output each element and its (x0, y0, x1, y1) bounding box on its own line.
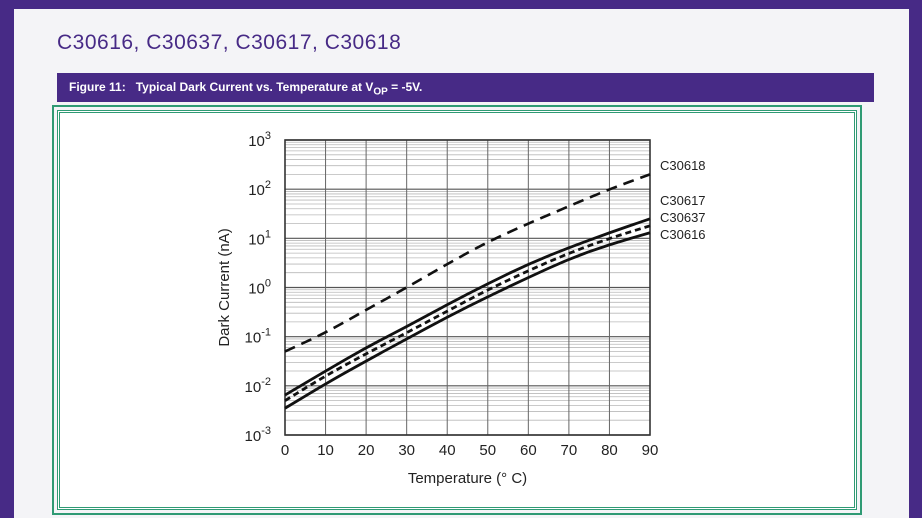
x-tick-label: 40 (439, 442, 456, 459)
chart-grid (284, 139, 651, 436)
figure-caption: Figure 11: Typical Dark Current vs. Temp… (69, 80, 422, 97)
figure-caption-suffix: = -5V. (387, 80, 423, 94)
series-line-c30616 (284, 231, 651, 410)
top-frame-bar (0, 0, 922, 9)
y-tick-label: 103 (248, 130, 271, 150)
x-tick-label: 10 (317, 442, 334, 459)
y-tick-label: 102 (248, 179, 271, 199)
left-frame-bar (0, 0, 14, 518)
chart-axes: 0 10 20 30 40 50 60 70 80 90 10-3 10-2 10-1 100 101 102… (245, 130, 659, 459)
chart-series-labels: C30618 C30617 C30637 C30616 (660, 158, 706, 242)
y-tick-label: 10-1 (245, 327, 271, 347)
y-tick-label: 100 (248, 278, 271, 298)
x-tick-label: 50 (479, 442, 496, 459)
y-axis-label: Dark Current (nA) (216, 228, 233, 346)
series-label-c30617: C30617 (660, 193, 706, 208)
series-label-c30618: C30618 (660, 158, 706, 173)
y-tick-label: 10-3 (245, 425, 271, 445)
y-tick-label: 101 (248, 228, 271, 248)
chart-series (284, 173, 651, 410)
x-tick-label: 20 (358, 442, 375, 459)
figure-caption-subscript: OP (373, 86, 388, 98)
x-axis-label: Temperature (° C) (408, 470, 527, 487)
series-line-c30617 (284, 217, 651, 397)
x-tick-label: 90 (642, 442, 659, 459)
chart-container: 0 10 20 30 40 50 60 70 80 90 10-3 10-2 10-1 100 101 102… (52, 105, 862, 515)
right-frame-bar (909, 0, 922, 518)
figure-number: Figure 11: (69, 80, 126, 94)
dark-current-chart: 0 10 20 30 40 50 60 70 80 90 10-3 10-2 10-1 100 101 102… (216, 130, 706, 487)
series-label-c30637: C30637 (660, 210, 706, 225)
x-tick-label: 30 (398, 442, 415, 459)
series-line-c30637 (284, 224, 651, 402)
figure-caption-bar: Figure 11: Typical Dark Current vs. Temp… (57, 73, 874, 102)
y-tick-label: 10-2 (245, 376, 271, 396)
document-title: C30616, C30637, C30617, C30618 (57, 31, 402, 54)
figure-caption-main: Typical Dark Current vs. Temperature at … (135, 80, 374, 94)
x-tick-label: 70 (561, 442, 578, 459)
series-line-c30618 (284, 173, 651, 353)
x-tick-label: 0 (281, 442, 289, 459)
series-label-c30616: C30616 (660, 227, 706, 242)
plot-area-border (284, 139, 651, 436)
x-tick-label: 80 (601, 442, 618, 459)
x-tick-label: 60 (520, 442, 537, 459)
